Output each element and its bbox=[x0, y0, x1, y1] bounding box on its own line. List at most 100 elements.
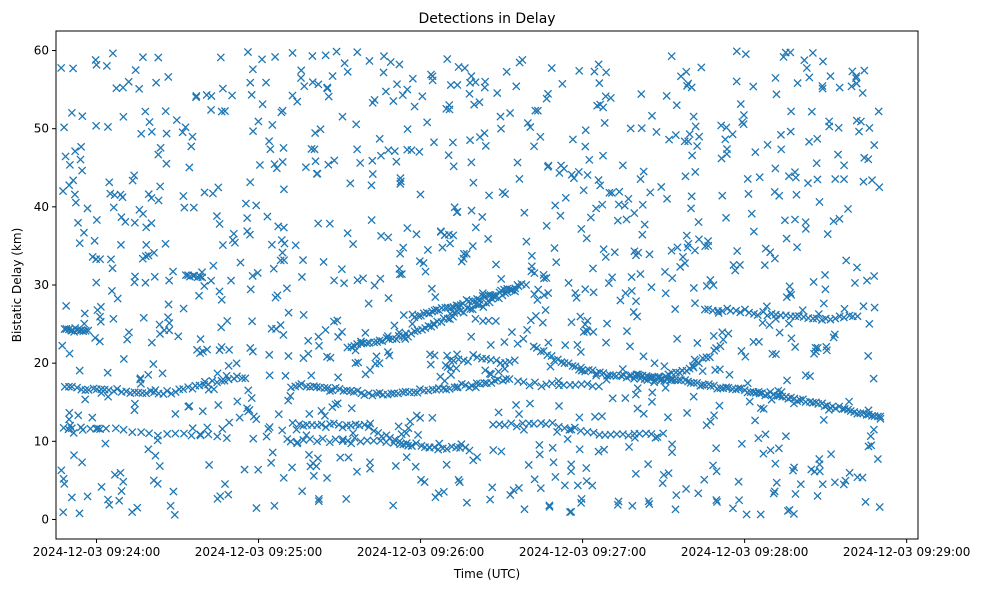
detection-point bbox=[494, 367, 503, 376]
detection-point bbox=[392, 80, 402, 89]
detection-point bbox=[59, 474, 68, 483]
detection-point bbox=[412, 411, 421, 420]
detection-point bbox=[346, 179, 355, 188]
detection-point bbox=[704, 241, 713, 250]
detection-point bbox=[301, 163, 310, 172]
detection-point bbox=[656, 376, 665, 385]
detection-point bbox=[486, 495, 495, 504]
detection-point bbox=[298, 256, 308, 265]
detection-point bbox=[781, 48, 790, 57]
detection-point bbox=[721, 135, 730, 144]
detection-point bbox=[780, 216, 790, 225]
detection-point bbox=[772, 478, 781, 487]
detection-point bbox=[84, 326, 93, 335]
detection-point bbox=[454, 475, 463, 484]
y-tick-label: 20 bbox=[34, 356, 49, 370]
detection-point bbox=[243, 213, 252, 223]
detection-point bbox=[673, 243, 682, 252]
detection-point bbox=[313, 454, 322, 463]
x-tick-label: 2024-12-03 09:29:00 bbox=[843, 545, 970, 559]
detection-point bbox=[737, 346, 746, 356]
detection-point bbox=[717, 154, 726, 163]
detection-point bbox=[610, 248, 619, 257]
detection-point bbox=[81, 395, 90, 404]
detection-point bbox=[445, 384, 454, 393]
detection-point bbox=[233, 397, 242, 406]
detection-point bbox=[279, 143, 288, 152]
detection-point bbox=[137, 428, 146, 437]
detection-point bbox=[215, 219, 224, 228]
detection-point bbox=[217, 323, 226, 332]
detection-point bbox=[116, 468, 125, 477]
detection-point bbox=[189, 271, 198, 280]
detection-point bbox=[563, 434, 572, 444]
detection-point bbox=[618, 161, 627, 170]
detection-point bbox=[314, 497, 323, 506]
detection-point bbox=[671, 305, 680, 314]
detection-point bbox=[265, 371, 274, 380]
detection-point bbox=[187, 142, 196, 151]
detection-point bbox=[408, 319, 417, 328]
detection-point bbox=[745, 397, 754, 406]
x-axis-label: Time (UTC) bbox=[453, 567, 520, 581]
detection-point bbox=[102, 61, 111, 71]
detection-point bbox=[858, 473, 867, 482]
detection-point bbox=[421, 267, 430, 276]
detection-point bbox=[304, 336, 313, 345]
detection-point bbox=[809, 314, 818, 323]
detection-point bbox=[136, 379, 146, 388]
detection-point bbox=[531, 311, 540, 320]
detection-point bbox=[91, 55, 100, 65]
detection-point bbox=[854, 127, 864, 136]
detection-point bbox=[81, 326, 90, 335]
detection-point bbox=[248, 271, 257, 280]
detection-point bbox=[743, 379, 752, 388]
detection-point bbox=[187, 431, 196, 440]
detection-point bbox=[812, 159, 821, 168]
detection-point bbox=[165, 276, 174, 285]
detection-point bbox=[743, 174, 752, 183]
detection-point bbox=[774, 444, 783, 453]
detection-point bbox=[852, 263, 862, 272]
detection-point bbox=[439, 487, 448, 496]
detection-point bbox=[839, 313, 848, 322]
detection-point bbox=[80, 319, 89, 328]
detection-point bbox=[334, 373, 343, 382]
detection-point bbox=[662, 91, 671, 100]
detection-point bbox=[542, 221, 551, 230]
detection-point bbox=[356, 158, 365, 167]
detection-point bbox=[769, 489, 778, 498]
detection-point bbox=[156, 143, 165, 152]
detection-point bbox=[629, 308, 638, 317]
detection-point bbox=[628, 501, 637, 510]
detection-point bbox=[252, 504, 261, 513]
detection-point bbox=[635, 371, 644, 380]
detection-point bbox=[539, 270, 548, 279]
detection-point bbox=[712, 496, 721, 505]
detection-point bbox=[437, 318, 446, 327]
detection-point bbox=[394, 331, 403, 340]
detection-point bbox=[657, 182, 666, 192]
detection-point bbox=[604, 279, 613, 288]
detection-point bbox=[581, 285, 590, 294]
detection-point bbox=[510, 356, 519, 365]
detection-point bbox=[815, 197, 824, 207]
detection-point bbox=[78, 166, 87, 175]
detection-point bbox=[305, 435, 315, 444]
detection-point bbox=[502, 67, 511, 76]
detection-point bbox=[284, 396, 293, 405]
detection-point bbox=[431, 293, 440, 302]
detection-point bbox=[314, 80, 323, 89]
detection-point bbox=[112, 84, 121, 93]
detection-point bbox=[288, 418, 297, 427]
detection-point bbox=[196, 335, 205, 344]
detection-point bbox=[507, 419, 516, 428]
detection-point bbox=[818, 57, 828, 66]
detection-point bbox=[246, 343, 255, 353]
detection-point bbox=[300, 82, 309, 91]
detection-point bbox=[845, 397, 854, 406]
detection-point bbox=[447, 370, 456, 379]
detection-point bbox=[64, 415, 74, 424]
detection-point bbox=[269, 264, 278, 273]
detection-point bbox=[282, 284, 291, 293]
